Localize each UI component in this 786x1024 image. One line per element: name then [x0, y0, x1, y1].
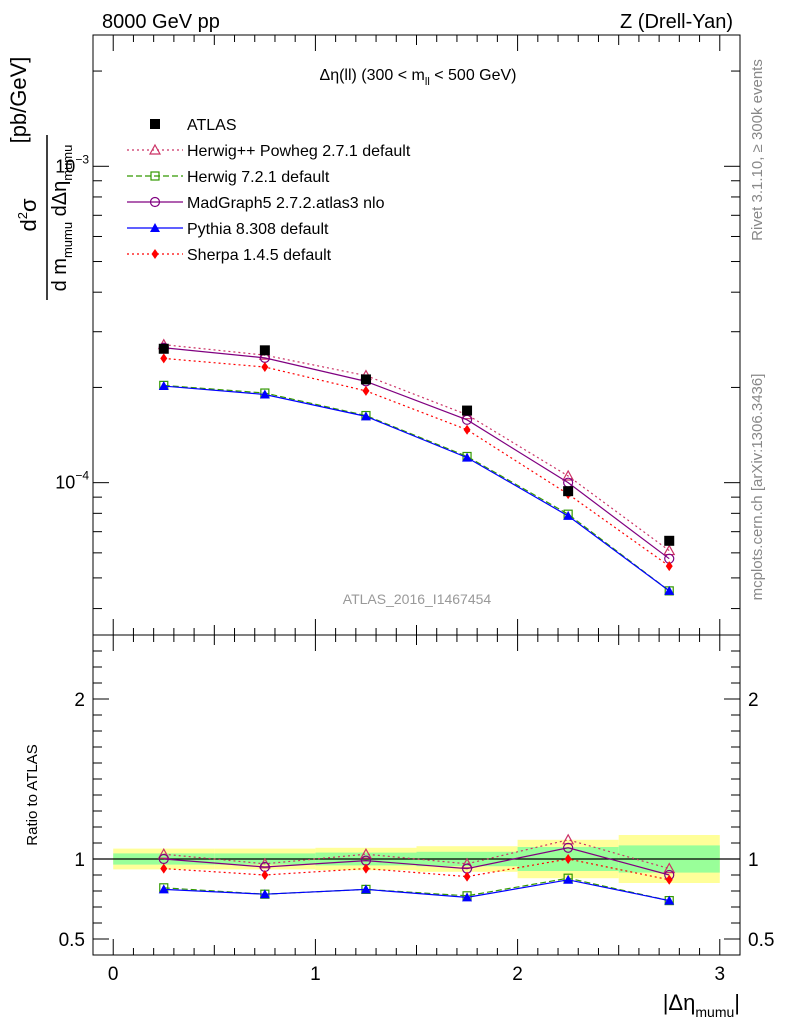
ratio-point-pythia-8-308-default-0 — [158, 884, 169, 894]
plot-title-end: < 500 GeV) — [430, 67, 517, 84]
point-sherpa-1-4-5-default-1 — [261, 362, 269, 373]
point-pythia-8-308-default-3 — [462, 452, 473, 462]
point-pythia-8-308-default-0 — [158, 381, 169, 391]
point-pythia-8-308-default-5 — [664, 585, 675, 595]
point-atlas-1 — [259, 345, 270, 356]
ratio-point-pythia-8-308-default-5 — [664, 895, 675, 905]
ratio-point-sherpa-1-4-5-default-2 — [362, 863, 370, 874]
y-tick-label-1: 10−3 — [55, 152, 89, 176]
mcplots-label: mcplots.cern.ch [arXiv:1306.3436] — [749, 374, 766, 601]
ratio-point-madgraph5-2-7-2-atlas3-nlo-4 — [563, 842, 574, 853]
legend-marker-sherpa-1-4-5-default — [151, 249, 159, 259]
ratio-line-herwig-powheg-2-7-1-default — [163, 839, 670, 870]
ratio-y-label-left-2: 2 — [74, 690, 85, 711]
ratio-y-label-left-1: 1 — [74, 850, 85, 871]
y-axis-numerator: d2σ — [15, 198, 41, 231]
ratio-point-herwig-powheg-2-7-1-default-2 — [359, 847, 372, 859]
legend-label-atlas: ATLAS — [187, 117, 237, 134]
x-tick-label-3: 3 — [714, 964, 725, 985]
ratio-point-sherpa-1-4-5-default-3 — [463, 871, 471, 882]
point-pythia-8-308-default-1 — [259, 389, 270, 399]
header-right: Z (Drell-Yan) — [620, 11, 733, 33]
plot-title: Δη(ll) (300 < mll < 500 GeV) — [320, 67, 517, 88]
point-atlas-0 — [158, 343, 169, 354]
y-axis-label: [pb/GeV] d2σ d mmumu dΔηmumu — [6, 57, 75, 300]
ratio-y-label-right-2: 2 — [748, 690, 759, 711]
plot-title-sub: ll — [425, 76, 430, 88]
header-left: 8000 GeV pp — [102, 11, 220, 33]
watermark: ATLAS_2016_I1467454 — [343, 591, 492, 607]
series-line-herwig-7-2-1-default — [163, 384, 670, 592]
ratio-point-sherpa-1-4-5-default-5 — [665, 874, 673, 885]
point-sherpa-1-4-5-default-0 — [160, 353, 168, 364]
legend-marker-herwig-7-2-1-default — [150, 171, 160, 181]
point-atlas-3 — [462, 405, 473, 416]
point-sherpa-1-4-5-default-3 — [463, 424, 471, 435]
legend-marker-madgraph5-2-7-2-atlas3-nlo — [149, 196, 161, 208]
ratio-point-herwig-powheg-2-7-1-default-0 — [157, 847, 170, 859]
ratio-line-pythia-8-308-default — [163, 879, 670, 902]
legend-label-herwig-powheg-2-7-1-default: Herwig++ Powheg 2.7.1 default — [187, 143, 411, 160]
point-pythia-8-308-default-4 — [563, 510, 574, 520]
x-tick-label-0: 0 — [108, 964, 119, 985]
legend-marker-pythia-8-308-default — [150, 223, 160, 232]
x-axis-label: |Δηmumu| — [663, 990, 740, 1020]
ratio-point-herwig-powheg-2-7-1-default-3 — [461, 857, 474, 869]
ratio-line-madgraph5-2-7-2-atlas3-nlo — [163, 847, 670, 876]
ratio-y-label-left-0: 0.5 — [59, 930, 85, 951]
legend-label-madgraph5-2-7-2-atlas3-nlo: MadGraph5 2.7.2.atlas3 nlo — [187, 195, 385, 212]
ratio-point-sherpa-1-4-5-default-4 — [564, 854, 572, 864]
point-sherpa-1-4-5-default-5 — [665, 561, 673, 572]
legend-label-herwig-7-2-1-default: Herwig 7.2.1 default — [187, 169, 330, 186]
series-line-pythia-8-308-default — [163, 385, 670, 592]
legend-marker-atlas — [150, 119, 160, 129]
ratio-point-pythia-8-308-default-4 — [563, 874, 574, 884]
plot-title-main: Δη(ll) (300 < m — [320, 67, 425, 84]
ratio-point-pythia-8-308-default-1 — [259, 889, 270, 899]
ratio-point-pythia-8-308-default-3 — [462, 892, 473, 902]
ratio-point-sherpa-1-4-5-default-0 — [160, 863, 168, 874]
series-line-madgraph5-2-7-2-atlas3-nlo — [163, 347, 670, 560]
rivet-label: Rivet 3.1.10, ≥ 300k events — [749, 59, 766, 241]
main-plot: 10−4 10−3 ATLAS_2016_I1467454 Δη(ll) (300… — [55, 34, 741, 636]
y-axis-denominator: d mmumu dΔηmumu — [49, 145, 75, 292]
ratio-y-label-right-1: 1 — [748, 850, 759, 871]
x-tick-label-2: 2 — [512, 964, 523, 985]
ratio-point-madgraph5-2-7-2-atlas3-nlo-0 — [158, 853, 169, 865]
point-atlas-5 — [664, 535, 675, 546]
series-line-herwig-powheg-2-7-1-default — [163, 344, 670, 552]
point-sherpa-1-4-5-default-2 — [362, 385, 370, 396]
point-atlas-4 — [563, 486, 574, 497]
legend: ATLAS Herwig++ Powheg 2.7.1 default Herwig… — [127, 117, 411, 264]
ratio-plot-frame — [92, 634, 741, 956]
legend-marker-herwig-powheg-2-7-1-default — [148, 143, 162, 155]
ratio-plot: 0 1 2 3 0.5 0.5 1 1 2 2 — [59, 634, 774, 985]
point-herwig-powheg-2-7-1-default-4 — [562, 469, 575, 481]
y-axis-unit: [pb/GeV] — [6, 57, 31, 144]
y-tick-label-0: 10−4 — [55, 469, 89, 493]
ratio-line-herwig-7-2-1-default — [163, 877, 670, 902]
ratio-y-label: Ratio to ATLAS — [24, 744, 41, 845]
ratio-point-pythia-8-308-default-2 — [360, 884, 371, 894]
x-tick-label-1: 1 — [310, 964, 321, 985]
ratio-y-label-right-0: 0.5 — [748, 930, 774, 951]
point-pythia-8-308-default-2 — [360, 411, 371, 421]
ratio-point-sherpa-1-4-5-default-1 — [261, 870, 269, 880]
point-atlas-2 — [360, 374, 371, 385]
legend-label-pythia-8-308-default: Pythia 8.308 default — [187, 221, 329, 238]
ratio-point-herwig-powheg-2-7-1-default-5 — [663, 862, 676, 874]
legend-label-sherpa-1-4-5-default: Sherpa 1.4.5 default — [187, 247, 332, 264]
